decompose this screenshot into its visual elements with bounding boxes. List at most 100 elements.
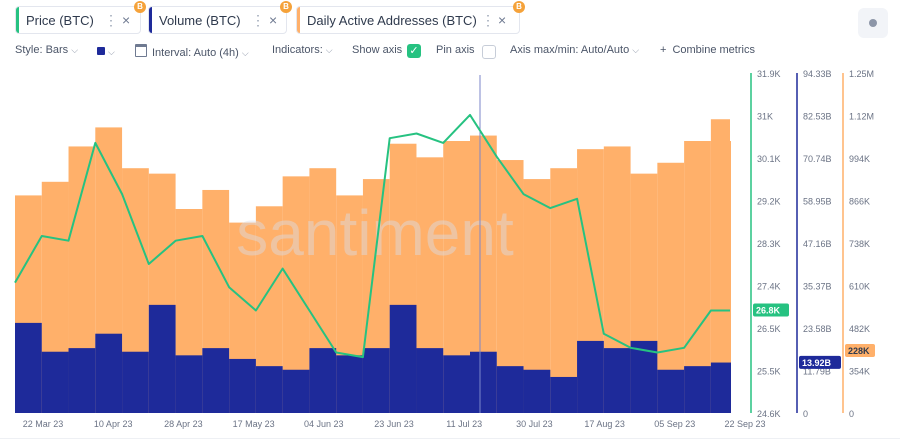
volume-tick-label: 47.16B (803, 239, 832, 249)
volume-bar (684, 366, 711, 413)
style-label: Style: Bars (15, 44, 69, 56)
volume-bar (336, 355, 363, 413)
daa-tick-label: 994K (849, 154, 870, 164)
settings-dot-icon (869, 19, 877, 27)
volume-bar (68, 348, 96, 413)
volume-bar (443, 355, 470, 413)
tab-close-icon[interactable]: × (269, 12, 278, 28)
x-tick-label: 11 Jul 23 (446, 419, 482, 429)
volume-tick-label: 58.95B (803, 197, 832, 207)
volume-tick-label: 70.74B (803, 154, 832, 164)
price-tick-label: 31.9K (757, 69, 781, 79)
tab-menu-icon[interactable]: ⋮ (104, 11, 118, 28)
volume-bar (95, 333, 123, 413)
axes: 31.9K 31K 30.1K 29.2K 28.3K 27.4K 26.5K 25.5K 24… (750, 69, 875, 419)
settings-button[interactable] (858, 8, 888, 38)
chevron-down-icon: ⌵ (325, 45, 333, 55)
tab-menu-icon[interactable]: ⋮ (481, 11, 495, 28)
volume-bar (710, 362, 730, 413)
volume-bar (577, 340, 604, 413)
indicators-label: Indicators: (272, 44, 323, 56)
volume-bar (202, 348, 230, 413)
price-current-badge (753, 303, 789, 317)
combine-metrics-button[interactable]: + Combine metrics (660, 44, 755, 56)
volume-bar (255, 366, 283, 413)
daa-tick-label: 1.12M (849, 112, 874, 122)
volume-bar (41, 351, 69, 413)
volume-bar (175, 355, 203, 413)
pin-axis-checkbox[interactable] (482, 45, 496, 59)
metric-tab-daily-active-addresses[interactable]: Daily Active Addresses (BTC) ⋮ × B (296, 1, 525, 34)
volume-tick-label: 11.79B (803, 367, 831, 377)
volume-tick-label: 94.33B (803, 69, 832, 79)
combine-metrics-label: Combine metrics (672, 44, 755, 56)
metric-tab-price[interactable]: Price (BTC) ⋮ × B (15, 1, 146, 34)
daa-tick-label: 866K (849, 197, 870, 207)
daa-tick-label: 482K (849, 324, 870, 334)
x-tick-label: 23 Jun 23 (374, 419, 414, 429)
volume-bars (15, 304, 731, 413)
chart-toolbar: Style: Bars ⌵ ⌵ Interval: Auto (4h) ⌵ Indi… (15, 44, 880, 60)
price-line (14, 113, 730, 359)
interval-select[interactable]: Interval: Auto (4h) ⌵ (135, 44, 249, 59)
price-tick-label: 24.6K (757, 409, 781, 419)
x-tick-label: 05 Sep 23 (654, 419, 695, 429)
bitcoin-badge-icon: B (134, 1, 146, 13)
price-tick-label: 29.2K (757, 197, 781, 207)
style-select[interactable]: Style: Bars ⌵ (15, 44, 78, 56)
tab-label: Volume (BTC) (159, 12, 241, 28)
x-tick-label: 22 Mar 23 (23, 419, 64, 429)
chevron-down-icon: ⌵ (241, 48, 249, 58)
bottom-divider (0, 438, 900, 439)
tab-close-icon[interactable]: × (498, 12, 507, 28)
daa-bar (730, 141, 731, 413)
tab-close-icon[interactable]: × (122, 12, 131, 28)
volume-bar (229, 358, 256, 413)
price-current-label: 26.8K (756, 306, 781, 316)
color-swatch (97, 47, 105, 55)
price-tick-label: 25.5K (757, 367, 781, 377)
volume-bar (550, 376, 578, 413)
chevron-down-icon: ⌵ (71, 45, 79, 55)
daa-tick-label: 354K (849, 367, 870, 377)
volume-bar (15, 322, 42, 413)
tab-color-stripe (297, 7, 300, 33)
price-tick-label: 31K (757, 112, 773, 122)
bitcoin-badge-icon: B (513, 1, 525, 13)
daa-tick-label: 0 (849, 409, 854, 419)
show-axis-checkbox[interactable]: ✓ (407, 44, 421, 58)
x-tick-label: 10 Apr 23 (94, 419, 133, 429)
color-select[interactable]: ⌵ (97, 46, 115, 58)
bitcoin-badge-icon: B (280, 1, 292, 13)
volume-tick-label: 82.53B (803, 112, 832, 122)
daa-bar (550, 168, 578, 413)
volume-bar (309, 348, 337, 413)
daa-tick-label: 738K (849, 239, 870, 249)
daa-tick-label: 1.25M (849, 69, 874, 79)
x-tick-label: 30 Jul 23 (516, 419, 553, 429)
indicators-select[interactable]: Indicators: ⌵ (272, 44, 333, 56)
volume-bar (122, 351, 149, 413)
x-axis: 22 Mar 23 10 Apr 23 28 Apr 23 17 May 23 04 J… (23, 419, 766, 429)
volume-tick-label: 35.37B (803, 282, 832, 292)
price-tick-label: 26.5K (757, 324, 781, 334)
daa-current-badge (845, 343, 875, 357)
x-tick-label: 04 Jun 23 (304, 419, 344, 429)
plus-icon: + (660, 44, 667, 56)
volume-bar (730, 362, 731, 413)
chevron-down-icon: ⌵ (108, 47, 115, 57)
show-axis-label: Show axis (352, 44, 403, 56)
interval-label: Interval: Auto (4h) (152, 47, 239, 59)
volume-tick-label: 23.58B (803, 324, 832, 334)
axis-maxmin-select[interactable]: Axis max/min: Auto/Auto ⌵ (510, 44, 639, 56)
tab-label: Price (BTC) (26, 12, 94, 28)
x-tick-label: 22 Sep 23 (724, 419, 765, 429)
tab-menu-icon[interactable]: ⋮ (251, 11, 265, 28)
pin-axis-label: Pin axis (436, 44, 475, 56)
volume-bar (389, 304, 417, 413)
volume-current-label: 13.92B (802, 358, 832, 368)
daa-current-label: 228K (848, 346, 870, 356)
metric-tab-volume[interactable]: Volume (BTC) ⋮ × B (148, 1, 292, 34)
volume-bar (523, 369, 551, 413)
